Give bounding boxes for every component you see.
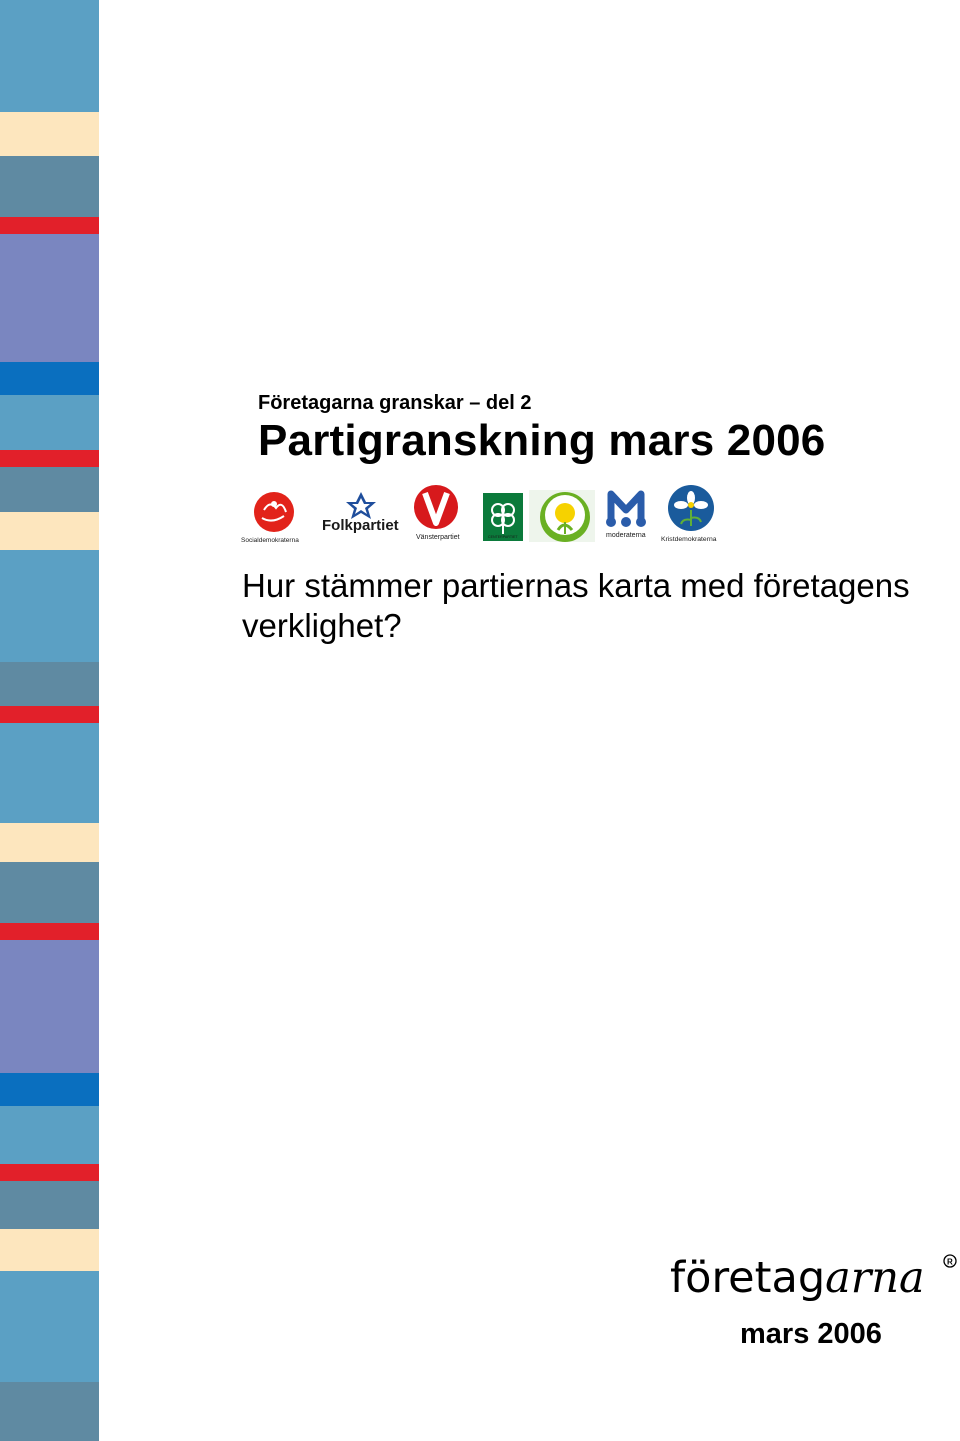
folkpartiet-label: Folkpartiet xyxy=(322,517,399,534)
page-title: Partigranskning mars 2006 xyxy=(258,416,826,465)
stripe-segment xyxy=(0,550,99,662)
anemone-icon xyxy=(668,485,714,531)
brand-name-regular: företag xyxy=(670,1253,825,1303)
stripe-segment xyxy=(0,706,99,723)
foretagarna-logo: företagarna R xyxy=(670,1253,957,1303)
moderaterna-label: moderaterna xyxy=(606,532,646,539)
miljopartiet-logo xyxy=(529,490,595,542)
stripe-segment xyxy=(0,862,99,923)
stripe-segment xyxy=(0,217,99,234)
publication-date: mars 2006 xyxy=(740,1318,882,1350)
party-logos-row: Socialdemokraterna Folkpartiet Vänsterpa… xyxy=(241,485,717,544)
dandelion-icon xyxy=(540,492,590,542)
v-letter-icon xyxy=(414,485,458,529)
registered-mark-letter: R xyxy=(947,1258,953,1267)
stripe-segment xyxy=(0,1073,99,1106)
stripe-segment xyxy=(0,362,99,395)
kristdemokraterna-logo: Kristdemokraterna xyxy=(661,485,717,543)
stripe-segment xyxy=(0,0,99,112)
vansterpartiet-label: Vänsterpartiet xyxy=(416,534,460,541)
stripe-segment xyxy=(0,1229,99,1271)
rose-icon xyxy=(254,492,294,532)
kristdemokraterna-label: Kristdemokraterna xyxy=(661,536,717,543)
socialdemokraterna-logo: Socialdemokraterna xyxy=(241,492,299,544)
stripe-segment xyxy=(0,723,99,823)
stripe-segment xyxy=(0,923,99,940)
brand-name-italic: arna xyxy=(825,1253,925,1303)
stripe-segment xyxy=(0,940,99,1073)
centerpartiet-logo: CENTERPARTIET xyxy=(483,493,523,541)
stripe-segment xyxy=(0,450,99,467)
svg-text:företagarna: företagarna xyxy=(670,1253,925,1303)
stripe-segment xyxy=(0,1164,99,1181)
stripe-segment xyxy=(0,234,99,362)
stripe-segment xyxy=(0,1106,99,1164)
vansterpartiet-logo: Vänsterpartiet xyxy=(414,485,460,541)
moderaterna-logo: moderaterna xyxy=(606,490,646,539)
m-letter-icon xyxy=(606,490,646,527)
decorative-stripe-bar xyxy=(0,0,99,1441)
stripe-segment xyxy=(0,395,99,450)
stripe-segment xyxy=(0,112,99,156)
stripe-segment xyxy=(0,156,99,217)
page-subtitle: Hur stämmer partiernas karta med företag… xyxy=(242,567,910,644)
stripe-segment xyxy=(0,823,99,862)
report-series-label: Företagarna granskar – del 2 xyxy=(258,392,532,414)
stripe-segment xyxy=(0,512,99,550)
folkpartiet-star-icon xyxy=(346,492,376,519)
socialdemokraterna-label: Socialdemokraterna xyxy=(241,537,299,544)
stripe-segment xyxy=(0,1181,99,1229)
stripe-segment xyxy=(0,1271,99,1382)
stripe-segment xyxy=(0,467,99,512)
folkpartiet-logo: Folkpartiet xyxy=(322,492,399,534)
stripe-segment xyxy=(0,662,99,706)
registered-mark-icon: R xyxy=(943,1254,957,1268)
clover-icon xyxy=(491,503,515,534)
stripe-segment xyxy=(0,1382,99,1441)
centerpartiet-label: CENTERPARTIET xyxy=(488,535,518,539)
